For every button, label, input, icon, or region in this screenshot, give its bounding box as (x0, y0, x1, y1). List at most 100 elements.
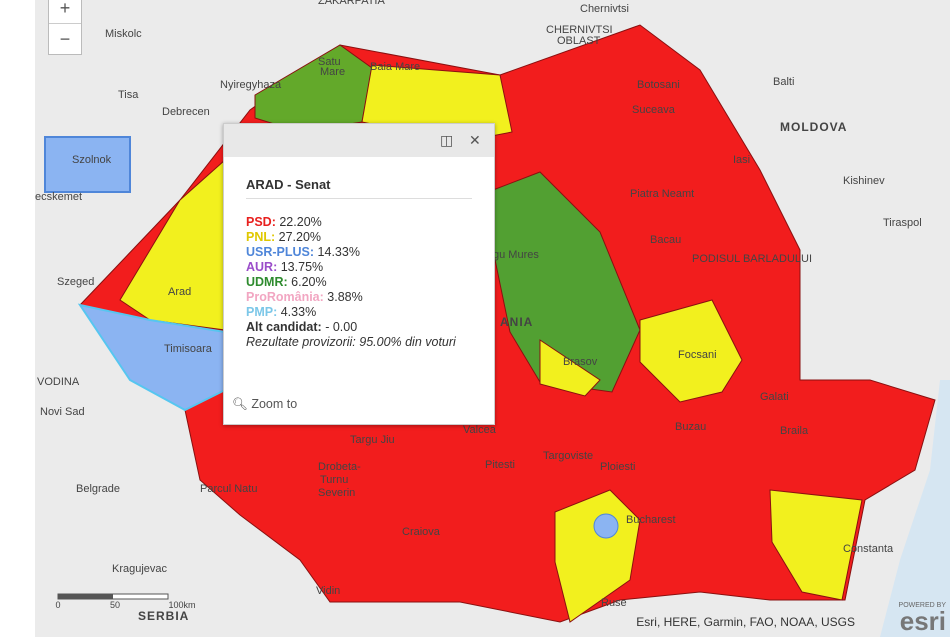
place-label: Botosani (637, 79, 680, 91)
dock-button[interactable]: ◫ (440, 132, 454, 148)
place-label: Miskolc (105, 28, 142, 40)
place-label: Belgrade (76, 483, 120, 495)
scale-label: 50 (110, 600, 120, 610)
region-pnl (639, 299, 743, 403)
place-label: Szeged (57, 276, 94, 288)
place-label: Ploiesti (600, 461, 635, 473)
popup-note: Rezultate provizorii: 95.00% din voturi (246, 335, 456, 349)
place-label: Targu Jiu (350, 434, 395, 446)
place-label: Chernivtsi (580, 3, 629, 15)
place-label: Satu (318, 56, 341, 68)
place-label: Novi Sad (40, 406, 85, 418)
results: PSD: 22.20% PNL: 27.20% USR-PLUS: 14.33% AU… (246, 215, 472, 320)
place-label: ecskemet (35, 191, 82, 203)
place-label: MOLDOVA (780, 120, 847, 134)
margin (0, 0, 35, 637)
esri-logo: POWERED BY esri (898, 602, 946, 636)
attribution: Esri, HERE, Garmin, FAO, NOAA, USGS (636, 615, 855, 629)
party-name: UDMR: (246, 275, 288, 289)
place-label: Balti (773, 76, 794, 88)
result-row: PNL: 27.20% (246, 230, 472, 245)
place-label: Suceava (632, 104, 676, 116)
place-label: Drobeta- (318, 461, 361, 473)
place-label: Vidin (316, 585, 340, 597)
zoom-to-text: Zoom to (251, 397, 298, 411)
place-label: Parcul Natu (200, 483, 257, 495)
place-label: Turnu (320, 474, 348, 486)
party-value: 14.33% (317, 245, 360, 259)
place-label: ANIA (500, 315, 533, 329)
result-row: UDMR: 6.20% (246, 275, 472, 290)
party-value: 4.33% (280, 305, 317, 319)
place-label: Kishinev (843, 175, 885, 187)
place-label: Targoviste (543, 450, 593, 462)
place-label: Tiraspol (883, 217, 922, 229)
place-label: Valcea (463, 424, 497, 436)
party-name: PNL: (246, 230, 276, 244)
party-value: - 0.00 (325, 320, 358, 334)
result-row: ProRomânia: 3.88% (246, 290, 472, 305)
logo-small: POWERED BY (898, 602, 946, 609)
popup: ◫ ✕ ARAD - Senat PSD: 22.20% PNL: 27.20% U… (223, 123, 495, 425)
party-name: Alt candidat: (246, 320, 322, 334)
place-label: Severin (318, 487, 355, 499)
result-row: Alt candidat: - 0.00 (246, 320, 472, 335)
place-label: Ruse (601, 597, 627, 609)
place-label: Piatra Neamt (630, 188, 694, 200)
party-value: 22.20% (279, 215, 322, 229)
party-name: PSD: (246, 215, 276, 229)
place-label: Brasov (563, 356, 598, 368)
scale-label: 0 (55, 600, 60, 610)
result-row: USR-PLUS: 14.33% (246, 245, 472, 260)
place-label: Baia Mare (370, 61, 420, 73)
result-row: PSD: 22.20% (246, 215, 472, 230)
party-value: 6.20% (291, 275, 327, 289)
place-label: Buzau (675, 421, 706, 433)
popup-title: ARAD - Senat (246, 177, 472, 199)
place-labels: Miskolc Nyiregyhaza Debrecen Szolnok ecskeme… (35, 0, 922, 623)
place-label: Arad (168, 286, 191, 298)
place-label: Szolnok (72, 154, 112, 166)
region-pnl (554, 489, 641, 623)
place-label: Mare (320, 66, 345, 78)
place-label: Timisoara (164, 343, 213, 355)
region-pnl (539, 339, 601, 397)
place-label: Braila (780, 425, 809, 437)
result-row: PMP: 4.33% (246, 305, 472, 320)
place-label: ZAKARPATIA (318, 0, 385, 7)
close-button[interactable]: ✕ (469, 132, 481, 148)
place-label: Bacau (650, 234, 681, 246)
place-label: Nyiregyhaza (220, 79, 282, 91)
party-value: 3.88% (327, 290, 363, 304)
zoom-to-link[interactable]: 🔍︎ Zoom to (232, 397, 298, 411)
place-label: Craiova (402, 526, 441, 538)
zoom-control: + − (48, 0, 82, 55)
place-label: PODISUL BARLADULUI (692, 253, 812, 265)
zoom-out-button[interactable]: − (59, 29, 71, 49)
region-udmr (492, 171, 641, 393)
region-usr (593, 513, 619, 539)
szolnok-area (44, 136, 131, 193)
scale-label: 100km (168, 600, 195, 610)
place-label: Focsani (678, 349, 717, 361)
party-name: PMP: (246, 305, 278, 319)
sea (880, 380, 950, 637)
result-row: AUR: 13.75% (246, 260, 472, 275)
place-label: Debrecen (162, 106, 210, 118)
party-value: 13.75% (280, 260, 324, 274)
popup-header: ◫ ✕ (224, 124, 494, 157)
zoom-in-button[interactable]: + (49, 0, 81, 24)
place-label: Galati (760, 391, 789, 403)
place-label: gu Mures (493, 249, 539, 261)
popup-body: ARAD - Senat PSD: 22.20% PNL: 27.20% USR-P… (224, 157, 494, 350)
place-label: Kragujevac (112, 563, 168, 575)
logo-big: esri (899, 606, 946, 636)
place-label: Pitesti (485, 459, 515, 471)
place-label: VODINA (37, 376, 80, 388)
place-label: Bucharest (626, 514, 676, 526)
place-label: Constanta (843, 543, 894, 555)
place-label: Tisa (118, 89, 139, 101)
place-label: Iasi (733, 154, 750, 166)
region-pnl (769, 489, 863, 601)
